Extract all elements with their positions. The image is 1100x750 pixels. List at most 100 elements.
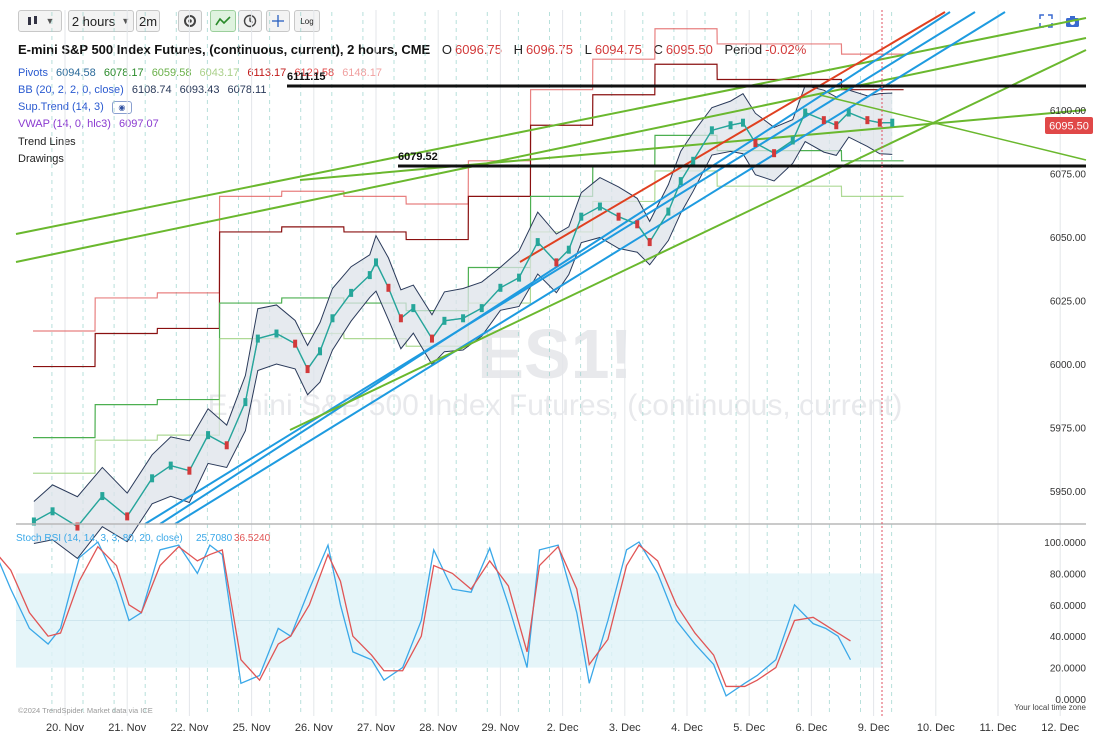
price-point[interactable]	[349, 288, 354, 297]
trend-line[interactable]	[174, 11, 1006, 525]
price-point[interactable]	[330, 314, 335, 323]
price-point[interactable]	[821, 116, 826, 125]
trend-line[interactable]	[159, 11, 951, 525]
chart-type-button[interactable]: ▼	[18, 10, 62, 32]
legend-bb[interactable]: BB (20, 2, 2, 0, close) 6108.74 6093.43 …	[18, 84, 271, 96]
legend-drawings[interactable]: Drawings	[18, 153, 69, 165]
price-point[interactable]	[100, 492, 105, 501]
pivot-line	[33, 63, 904, 368]
y-tick-label: 5975.00	[1050, 424, 1087, 435]
price-point[interactable]	[398, 314, 403, 323]
eye-icon[interactable]: ◉	[111, 101, 132, 114]
price-point[interactable]	[616, 212, 621, 221]
price-point[interactable]	[318, 347, 323, 356]
price-point[interactable]	[386, 283, 391, 292]
price-point[interactable]	[429, 334, 434, 343]
price-point[interactable]	[846, 108, 851, 117]
supertrend-label: Sup.Trend (14, 3)	[18, 101, 104, 114]
legend-pivots[interactable]: Pivots 6094.58 6078.17 6059.58 6043.17 6…	[18, 67, 387, 79]
price-point[interactable]	[517, 273, 522, 282]
interval-select[interactable]: 2 hours ▼	[68, 10, 134, 32]
price-point[interactable]	[274, 329, 279, 338]
price-point[interactable]	[666, 207, 671, 216]
indicator-button[interactable]	[210, 10, 236, 32]
price-point[interactable]	[461, 314, 466, 323]
bollinger-lower-line	[33, 136, 893, 560]
period-value: -0.02%	[765, 42, 807, 57]
price-point[interactable]	[50, 507, 55, 516]
x-tick-label: 6. Dec	[796, 722, 828, 734]
price-point[interactable]	[442, 316, 447, 325]
pivot-line	[33, 134, 904, 439]
pivots-value: 6094.58	[56, 67, 96, 79]
price-point[interactable]	[890, 118, 895, 127]
price-point[interactable]	[597, 202, 602, 211]
camera-button[interactable]	[1062, 10, 1082, 32]
stoch-k-line[interactable]	[0, 540, 852, 697]
crosshair-button[interactable]	[266, 10, 290, 32]
price-point[interactable]	[635, 220, 640, 229]
trend-line[interactable]	[289, 49, 1087, 431]
price-point[interactable]	[579, 212, 584, 221]
price-point[interactable]	[709, 126, 714, 135]
x-tick-label: 22. Nov	[170, 722, 208, 734]
x-tick-label: 26. Nov	[295, 722, 333, 734]
price-series-line[interactable]	[33, 111, 893, 528]
price-point[interactable]	[803, 108, 808, 117]
price-point[interactable]	[374, 258, 378, 267]
x-tick-label: 2. Dec	[547, 722, 579, 734]
settings-button[interactable]	[178, 10, 202, 32]
timezone-label[interactable]: Your local time zone	[1014, 703, 1086, 712]
price-point[interactable]	[877, 118, 882, 127]
price-point[interactable]	[243, 398, 248, 407]
log-scale-button[interactable]: Log	[294, 10, 320, 32]
chevron-down-icon: ▼	[45, 16, 55, 26]
trend-line[interactable]	[299, 109, 1087, 181]
price-point[interactable]	[498, 283, 503, 292]
price-point[interactable]	[224, 441, 229, 450]
price-point[interactable]	[305, 365, 310, 374]
price-point[interactable]	[75, 522, 80, 531]
fullscreen-button[interactable]	[1036, 10, 1056, 32]
price-point[interactable]	[790, 136, 795, 145]
price-point[interactable]	[125, 512, 130, 521]
close-label: C	[653, 42, 663, 57]
legend-trend-lines[interactable]: Trend Lines	[18, 136, 81, 148]
price-point[interactable]	[479, 304, 484, 313]
price-point[interactable]	[367, 271, 372, 280]
low-label: L	[584, 42, 592, 57]
price-point[interactable]	[168, 461, 173, 470]
price-point[interactable]	[411, 304, 416, 313]
price-point[interactable]	[566, 245, 571, 254]
price-point[interactable]	[753, 139, 758, 148]
price-point[interactable]	[554, 258, 559, 267]
price-point[interactable]	[293, 339, 298, 348]
price-point[interactable]	[150, 474, 155, 483]
price-point[interactable]	[865, 116, 870, 125]
range-button[interactable]: 2m	[136, 10, 160, 32]
price-point[interactable]	[678, 177, 683, 186]
high-value: 6096.75	[525, 42, 573, 57]
price-point[interactable]	[255, 334, 260, 343]
trend-line[interactable]	[819, 94, 1087, 161]
price-point[interactable]	[772, 149, 777, 158]
x-tick-label: 29. Nov	[481, 722, 519, 734]
price-point[interactable]	[535, 238, 540, 247]
clock-button[interactable]	[238, 10, 262, 32]
stoch-d-line[interactable]	[0, 544, 851, 688]
price-point[interactable]	[647, 238, 652, 247]
price-point[interactable]	[728, 121, 733, 130]
price-point[interactable]	[31, 517, 36, 526]
y-tick-label: 6050.00	[1050, 233, 1087, 244]
price-point[interactable]	[834, 121, 839, 130]
legend-supertrend[interactable]: Sup.Trend (14, 3) ◉	[18, 101, 137, 114]
price-point[interactable]	[206, 431, 211, 440]
stoch-d-value: 36.5240	[234, 533, 271, 544]
legend-vwap[interactable]: VWAP (14, 0, hlc3) 6097.07	[18, 118, 164, 130]
bb-value: 6093.43	[179, 84, 220, 96]
price-point[interactable]	[740, 118, 745, 127]
price-point[interactable]	[187, 466, 192, 475]
price-point[interactable]	[691, 156, 696, 165]
